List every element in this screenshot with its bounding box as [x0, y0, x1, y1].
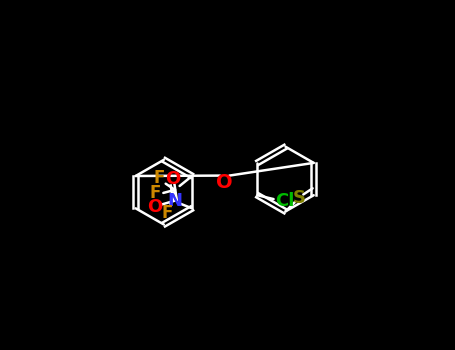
Text: S: S [293, 189, 306, 206]
Text: Cl: Cl [275, 193, 294, 210]
Text: F: F [162, 204, 173, 222]
Text: O: O [165, 170, 180, 188]
Text: O: O [216, 173, 233, 192]
Text: N: N [167, 191, 182, 210]
Text: F: F [149, 184, 161, 202]
Text: O: O [147, 198, 162, 216]
Text: F: F [154, 169, 165, 187]
